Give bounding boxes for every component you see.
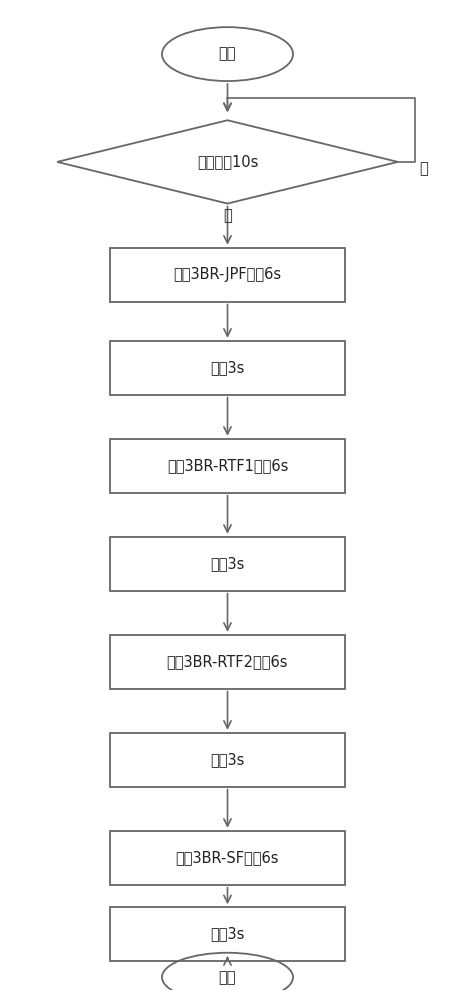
Bar — [110, 341, 345, 395]
Bar — [110, 635, 345, 689]
Bar — [110, 907, 345, 961]
Text: 启动3BR-SF回送6s: 启动3BR-SF回送6s — [176, 850, 279, 865]
Text: 启动3BR-RTF1回送6s: 启动3BR-RTF1回送6s — [167, 458, 288, 473]
Text: 等待3s: 等待3s — [210, 360, 245, 375]
Bar — [110, 537, 345, 591]
Text: 否: 否 — [420, 161, 429, 176]
Text: 启动3BR-JPF回送6s: 启动3BR-JPF回送6s — [173, 267, 282, 282]
Text: 是: 是 — [223, 208, 232, 223]
Bar — [110, 248, 345, 302]
Bar — [110, 439, 345, 493]
Bar — [110, 831, 345, 885]
Text: 等待3s: 等待3s — [210, 556, 245, 571]
Text: 等待3s: 等待3s — [210, 927, 245, 942]
Text: 结束: 结束 — [219, 970, 236, 985]
Text: 机组停车10s: 机组停车10s — [197, 154, 258, 169]
Text: 等待3s: 等待3s — [210, 752, 245, 767]
Text: 启动: 启动 — [219, 47, 236, 62]
Text: 启动3BR-RTF2回送6s: 启动3BR-RTF2回送6s — [167, 654, 288, 669]
Bar — [110, 733, 345, 787]
